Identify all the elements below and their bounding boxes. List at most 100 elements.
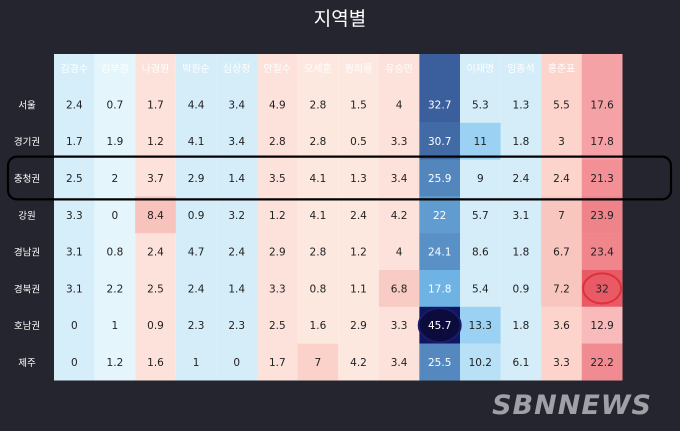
row-label: 서울 — [18, 100, 36, 111]
cell-value: 3.1 — [66, 283, 83, 295]
heatmap-cell — [460, 306, 501, 344]
row-label: 호남권 — [14, 320, 40, 332]
cell-value: 4 — [396, 99, 403, 111]
cell-value: 3.1 — [66, 247, 83, 259]
row-label: 경북권 — [14, 283, 40, 295]
column-header: 오세훈 — [304, 62, 332, 75]
column-header: 임종석 — [507, 62, 535, 75]
cell-value: 9 — [477, 173, 484, 185]
heatmap-cell — [419, 196, 460, 234]
column-band — [378, 54, 420, 381]
cell-value: 1.8 — [513, 136, 530, 148]
heatmap-cell — [581, 343, 623, 381]
heatmap-cell — [581, 196, 623, 234]
cell-value: 30.7 — [428, 136, 451, 148]
cell-value: 2 — [112, 173, 119, 185]
cell-value: 2.4 — [513, 173, 530, 185]
highlight-circle — [582, 272, 623, 305]
cell-value: 4.4 — [188, 99, 205, 111]
cell-value: 2.5 — [269, 320, 286, 332]
column-header: 원희룡 — [345, 63, 373, 75]
cell-value: 2.9 — [350, 320, 367, 332]
heatmap-cell — [541, 233, 582, 270]
cell-value: 8.6 — [472, 247, 489, 259]
heatmap-cell — [419, 159, 460, 197]
cell-value: 2.4 — [188, 283, 205, 295]
cell-value: 32.7 — [428, 99, 451, 111]
row-label: 제주 — [18, 358, 36, 369]
cell-value: 3.4 — [228, 99, 245, 111]
heatmap-cell — [419, 122, 460, 160]
cell-value: 2.8 — [269, 136, 286, 148]
watermark-logo: SBNNEWS — [492, 390, 652, 421]
cell-value: 4.9 — [269, 99, 286, 111]
cell-value: 3 — [558, 136, 565, 148]
cell-value: 3.7 — [147, 173, 164, 185]
heatmap-cell — [460, 122, 501, 160]
heatmap-cell — [419, 233, 460, 270]
cell-value: 2.4 — [66, 99, 83, 111]
cell-value: 4.1 — [188, 136, 205, 148]
cell-value: 1.6 — [147, 357, 164, 369]
column-header: 나경원 — [142, 62, 170, 75]
cell-value: 11 — [474, 136, 487, 148]
cell-value: 1.8 — [513, 320, 530, 332]
cell-value: 6.1 — [513, 357, 530, 369]
cell-value: 3.1 — [513, 210, 530, 222]
heatmap-cell — [135, 196, 176, 234]
heatmap-cell — [581, 159, 623, 197]
heatmap-cell — [419, 270, 460, 307]
cell-value: 7 — [558, 210, 565, 222]
cell-value: 1 — [193, 357, 200, 369]
cell-value: 6.8 — [391, 283, 408, 295]
cell-value: 1.7 — [269, 357, 286, 369]
cell-value: 0 — [71, 357, 78, 369]
cell-value: 0 — [112, 210, 119, 222]
cell-value: 2.4 — [228, 247, 245, 259]
cell-value: 23.4 — [590, 247, 614, 259]
heatmap-cell — [581, 233, 623, 270]
column-header: 이재명 — [466, 63, 494, 75]
cell-value: 8.4 — [147, 210, 164, 222]
highlight-circle — [417, 307, 462, 344]
heatmap-cell — [419, 54, 460, 123]
cell-value: 2.8 — [310, 136, 327, 148]
heatmap-cell — [581, 122, 623, 160]
cell-value: 3.4 — [391, 173, 408, 185]
cell-value: 4.2 — [391, 210, 408, 222]
column-header: 유승민 — [385, 63, 413, 75]
cell-value: 1.5 — [350, 99, 367, 111]
column-band — [54, 54, 95, 381]
cell-value: 3.3 — [66, 210, 83, 222]
cell-value: 4.1 — [310, 210, 327, 222]
cell-value: 21.3 — [590, 173, 613, 185]
cell-value: 1.1 — [350, 283, 367, 295]
cell-value: 10.2 — [469, 357, 492, 369]
cell-value: 23.9 — [590, 210, 613, 222]
cell-value: 4 — [396, 247, 403, 259]
cell-value: 1.3 — [513, 99, 530, 111]
cell-value: 1.2 — [269, 210, 286, 222]
cell-value: 1.7 — [147, 99, 164, 111]
cell-value: 3.3 — [269, 283, 286, 295]
column-header: 김부겸 — [101, 63, 129, 75]
cell-value: 3.4 — [228, 136, 245, 148]
cell-value: 17.6 — [590, 99, 614, 111]
cell-value: 0.5 — [350, 136, 367, 148]
cell-value: 2.4 — [147, 247, 164, 259]
cell-value: 24.1 — [428, 247, 451, 259]
cell-value: 7 — [315, 357, 322, 369]
cell-value: 0.8 — [310, 283, 327, 295]
cell-value: 4.1 — [310, 173, 327, 185]
cell-value: 1 — [112, 320, 119, 332]
highlight-value: 45.7 — [428, 320, 451, 332]
cell-value: 3.6 — [553, 320, 570, 332]
cell-value: 2.8 — [310, 99, 327, 111]
heatmap-cell — [541, 196, 582, 234]
heatmap-cell — [581, 306, 623, 344]
cell-value: 2.3 — [228, 320, 245, 332]
cell-value: 0.8 — [107, 247, 124, 259]
cell-value: 0 — [71, 320, 78, 332]
heatmap-cell — [460, 343, 501, 381]
cell-value: 5.4 — [472, 283, 489, 295]
